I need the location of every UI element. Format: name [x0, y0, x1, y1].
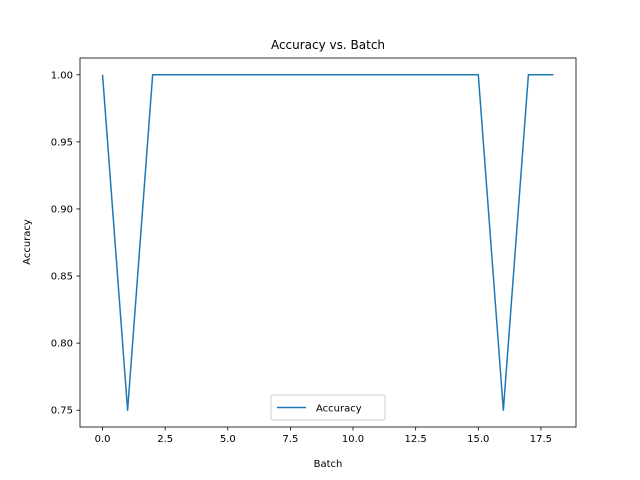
series-layer [101, 74, 554, 411]
x-tick-label: 17.5 [530, 434, 552, 445]
x-tick-label: 10.0 [342, 434, 364, 445]
y-axis-label: Accuracy [22, 219, 33, 265]
chart-title: Accuracy vs. Batch [271, 38, 385, 52]
y-tick-label: 1.00 [51, 70, 73, 81]
x-axis-ticks: 0.0 2.5 5.0 7.5 10.0 12.5 15.0 17.5 [95, 427, 552, 445]
x-tick-label: 5.0 [220, 434, 236, 445]
legend-frame [270, 394, 386, 421]
y-tick-label: 0.85 [51, 272, 73, 283]
x-tick-label: 7.5 [282, 434, 298, 445]
x-tick-label: 15.0 [467, 434, 489, 445]
x-tick-label: 0.0 [95, 434, 111, 445]
legend-label-accuracy: Accuracy [316, 404, 362, 415]
y-tick-label: 0.75 [51, 406, 73, 417]
x-tick-label: 12.5 [405, 434, 427, 445]
plot-area-frame [79, 57, 577, 428]
x-axis-label: Batch [314, 459, 343, 470]
y-tick-label: 0.95 [51, 137, 73, 148]
y-tick-label: 0.90 [51, 204, 73, 215]
legend: Accuracy [270, 394, 386, 421]
y-tick-label: 0.80 [51, 339, 73, 350]
x-tick-label: 2.5 [157, 434, 173, 445]
y-axis-ticks: 0.75 0.80 0.85 0.90 0.95 1.00 [51, 70, 80, 417]
series-line-accuracy [101, 74, 554, 411]
